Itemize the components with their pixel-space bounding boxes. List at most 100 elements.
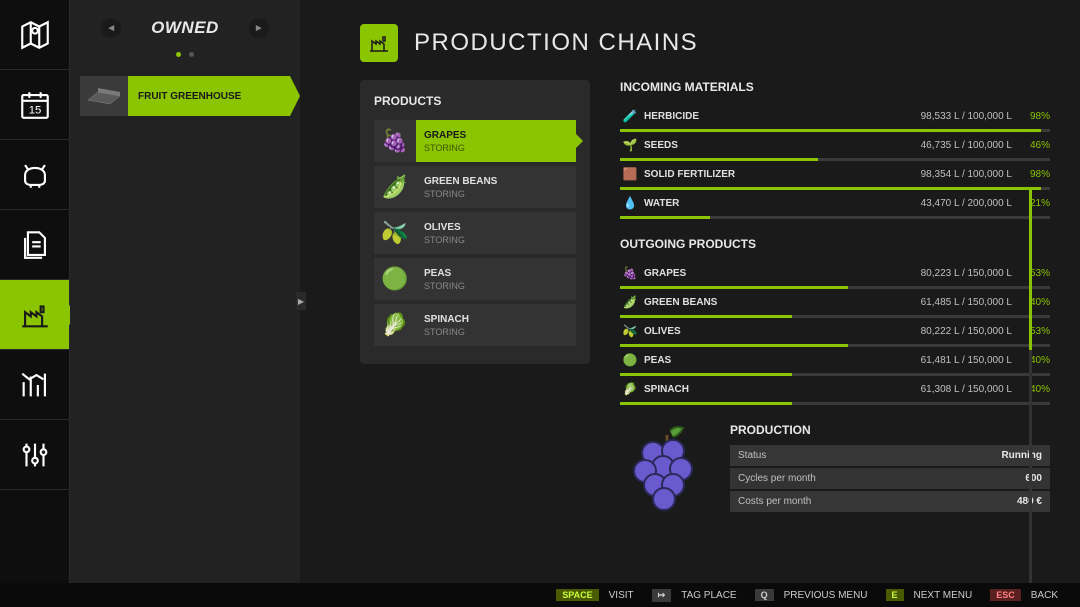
product-icon: 🥬 bbox=[374, 312, 416, 338]
progress-fill bbox=[620, 286, 848, 289]
progress-fill bbox=[620, 187, 1041, 190]
material-name: HERBICIDE bbox=[640, 111, 921, 122]
material-icon: 🫒 bbox=[620, 324, 640, 338]
material-pct: 98% bbox=[1022, 169, 1050, 180]
material-icon: 🧪 bbox=[620, 109, 640, 123]
progress-bar bbox=[620, 187, 1050, 190]
product-row[interactable]: 🫒 OLIVES STORING bbox=[374, 212, 576, 254]
product-status: STORING bbox=[424, 281, 576, 291]
material-row: 🫒 OLIVES 80,222 L / 150,000 L 53% bbox=[620, 321, 1050, 341]
product-row[interactable]: 🍇 GRAPES STORING bbox=[374, 120, 576, 162]
production-key: Cycles per month bbox=[738, 473, 816, 484]
cow-icon bbox=[18, 158, 52, 192]
scrollbar[interactable] bbox=[1029, 190, 1032, 590]
nav-production[interactable] bbox=[0, 280, 69, 350]
key-badge[interactable]: SPACE bbox=[556, 589, 598, 601]
scrollbar-thumb[interactable] bbox=[1029, 190, 1032, 350]
incoming-title: INCOMING MATERIALS bbox=[620, 80, 1050, 94]
footer-label: BACK bbox=[1031, 590, 1058, 601]
settings-icon bbox=[18, 438, 52, 472]
material-row: 🫛 GREEN BEANS 61,485 L / 150,000 L 40% bbox=[620, 292, 1050, 312]
material-icon: 🌱 bbox=[620, 138, 640, 152]
key-badge[interactable]: ↦ bbox=[652, 589, 672, 602]
nav-livestock[interactable] bbox=[0, 140, 69, 210]
progress-bar bbox=[620, 373, 1050, 376]
material-pct: 53% bbox=[1022, 326, 1050, 337]
progress-fill bbox=[620, 373, 792, 376]
material-pct: 98% bbox=[1022, 111, 1050, 122]
material-pct: 40% bbox=[1022, 297, 1050, 308]
product-row[interactable]: 🫛 GREEN BEANS STORING bbox=[374, 166, 576, 208]
material-name: SEEDS bbox=[640, 140, 921, 151]
progress-fill bbox=[620, 216, 710, 219]
material-row: 🧪 HERBICIDE 98,533 L / 100,000 L 98% bbox=[620, 106, 1050, 126]
production-title: PRODUCTION bbox=[730, 423, 1050, 437]
owned-thumb bbox=[80, 76, 128, 116]
material-amount: 98,533 L / 100,000 L bbox=[921, 111, 1012, 122]
key-badge[interactable]: ESC bbox=[990, 589, 1021, 601]
progress-bar bbox=[620, 129, 1050, 132]
material-name: OLIVES bbox=[640, 326, 921, 337]
dot[interactable] bbox=[189, 52, 194, 57]
material-name: SOLID FERTILIZER bbox=[640, 169, 921, 180]
product-text: GRAPES STORING bbox=[416, 120, 576, 162]
progress-fill bbox=[620, 315, 792, 318]
material-row: 💧 WATER 43,470 L / 200,000 L 21% bbox=[620, 193, 1050, 213]
material-icon: 🥬 bbox=[620, 382, 640, 396]
material-pct: 21% bbox=[1022, 198, 1050, 209]
progress-fill bbox=[620, 129, 1041, 132]
expand-handle[interactable]: ▶ bbox=[296, 292, 306, 310]
progress-fill bbox=[620, 402, 792, 405]
nav-calendar[interactable]: 15 bbox=[0, 70, 69, 140]
material-amount: 98,354 L / 100,000 L bbox=[921, 169, 1012, 180]
page-header: PRODUCTION CHAINS bbox=[330, 0, 1080, 80]
products-panel: PRODUCTS 🍇 GRAPES STORING 🫛 GREEN BEANS … bbox=[360, 80, 590, 364]
owned-prev-button[interactable]: ◄ bbox=[101, 18, 121, 38]
nav-documents[interactable] bbox=[0, 210, 69, 280]
product-name: SPINACH bbox=[424, 314, 576, 325]
owned-pagination-dots bbox=[70, 44, 300, 76]
key-badge[interactable]: Q bbox=[755, 589, 774, 601]
nav-settings[interactable] bbox=[0, 420, 69, 490]
footer-label: NEXT MENU bbox=[914, 590, 973, 601]
production-val: 600 bbox=[1025, 473, 1042, 484]
nav-stats[interactable] bbox=[0, 350, 69, 420]
product-name: PEAS bbox=[424, 268, 576, 279]
production-key: Costs per month bbox=[738, 496, 811, 507]
material-pct: 46% bbox=[1022, 140, 1050, 151]
product-icon: 🫛 bbox=[374, 174, 416, 200]
product-name: OLIVES bbox=[424, 222, 576, 233]
progress-bar bbox=[620, 286, 1050, 289]
material-icon: 🍇 bbox=[620, 266, 640, 280]
product-text: PEAS STORING bbox=[416, 258, 576, 300]
product-status: STORING bbox=[424, 235, 576, 245]
progress-bar bbox=[620, 158, 1050, 161]
page-title: PRODUCTION CHAINS bbox=[414, 29, 698, 57]
nav-rail: 15 bbox=[0, 0, 70, 607]
material-row: 🌱 SEEDS 46,735 L / 100,000 L 46% bbox=[620, 135, 1050, 155]
product-text: SPINACH STORING bbox=[416, 304, 576, 346]
product-row[interactable]: 🟢 PEAS STORING bbox=[374, 258, 576, 300]
owned-panel: ◄ OWNED ► FRUIT GREENHOUSE bbox=[70, 0, 300, 607]
material-name: SPINACH bbox=[640, 384, 921, 395]
material-amount: 43,470 L / 200,000 L bbox=[921, 198, 1012, 209]
production-area: PRODUCTION StatusRunningCycles per month… bbox=[620, 423, 1050, 514]
material-amount: 46,735 L / 100,000 L bbox=[921, 140, 1012, 151]
dot-active[interactable] bbox=[176, 52, 181, 57]
nav-map[interactable] bbox=[0, 0, 69, 70]
product-status: STORING bbox=[424, 327, 576, 337]
product-row[interactable]: 🥬 SPINACH STORING bbox=[374, 304, 576, 346]
owned-item[interactable]: FRUIT GREENHOUSE bbox=[80, 76, 290, 116]
key-badge[interactable]: E bbox=[886, 589, 904, 601]
progress-bar bbox=[620, 344, 1050, 347]
owned-next-button[interactable]: ► bbox=[249, 18, 269, 38]
product-icon: 🍇 bbox=[374, 128, 416, 154]
footer-label: VISIT bbox=[609, 590, 634, 601]
material-amount: 80,222 L / 150,000 L bbox=[921, 326, 1012, 337]
product-name: GRAPES bbox=[424, 130, 576, 141]
material-amount: 61,308 L / 150,000 L bbox=[921, 384, 1012, 395]
material-amount: 61,485 L / 150,000 L bbox=[921, 297, 1012, 308]
svg-text:15: 15 bbox=[28, 104, 41, 116]
footer-label: TAG PLACE bbox=[681, 590, 736, 601]
material-name: PEAS bbox=[640, 355, 921, 366]
